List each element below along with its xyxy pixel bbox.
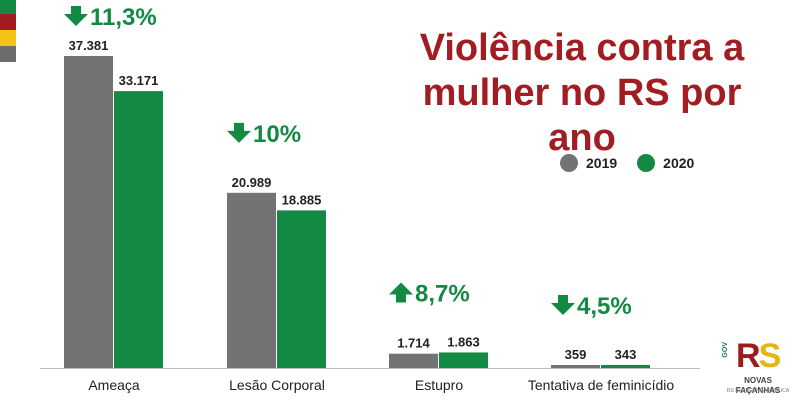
category-label-1: Lesão Corporal — [229, 377, 325, 393]
legend-label-2020: 2020 — [663, 155, 695, 171]
data-label-2019-1: 20.989 — [232, 175, 272, 190]
arrow-down-icon-1 — [227, 122, 251, 143]
flag-stripe-yellow — [0, 30, 16, 46]
data-label-2019-3: 359 — [565, 347, 587, 362]
bar-2020-1 — [277, 210, 326, 368]
data-label-2020-1: 18.885 — [282, 192, 322, 207]
logo-subtitle-small: RS SEGURANÇA PÚBLICA — [726, 388, 790, 394]
legend: 2019 2020 — [560, 154, 714, 172]
change-label-0: 11,3% — [90, 4, 157, 31]
legend-swatch-2020 — [637, 154, 656, 172]
bar-2020-3 — [601, 365, 650, 368]
flag-stripe-gray — [0, 46, 16, 62]
flag-stripe-green — [0, 0, 16, 14]
data-label-2019-2: 1.714 — [397, 336, 430, 351]
bar-2019-0 — [64, 56, 113, 368]
category-label-3: Tentativa de feminicídio — [528, 377, 675, 393]
legend-item-2019: 2019 — [560, 154, 617, 172]
category-label-0: Ameaça — [88, 377, 140, 393]
bar-2019-2 — [389, 353, 438, 368]
data-label-2020-2: 1.863 — [447, 334, 480, 349]
logo-gov-text: GOV — [722, 342, 729, 358]
data-label-2019-0: 37.381 — [69, 38, 109, 53]
legend-item-2020: 2020 — [637, 154, 694, 172]
legend-swatch-2019 — [560, 154, 578, 172]
arrow-down-icon-0 — [64, 6, 88, 26]
logo-subtitle: NOVAS FAÇANHAS — [735, 376, 781, 395]
logo-s: S — [758, 337, 782, 375]
logo-r: R — [736, 337, 761, 375]
change-label-1: 10% — [253, 121, 301, 148]
rs-government-logo: GOV RS NOVAS FAÇANHAS RS SEGURANÇA PÚBLI… — [722, 336, 794, 406]
category-label-2: Estupro — [415, 377, 463, 393]
change-label-3: 4,5% — [577, 293, 632, 320]
legend-label-2019: 2019 — [586, 155, 618, 171]
logo-rs-text: RS — [736, 336, 782, 376]
flag-stripe-red — [0, 14, 16, 30]
arrow-down-icon-3 — [551, 295, 575, 315]
chart-title: Violência contra a mulher no RS por ano — [419, 27, 745, 159]
change-label-2: 8,7% — [415, 280, 470, 307]
bar-2019-1 — [227, 192, 276, 368]
arrow-up-icon-2 — [389, 282, 413, 303]
data-label-2020-0: 33.171 — [119, 73, 159, 88]
bar-2019-3 — [551, 365, 600, 368]
data-label-2020-3: 343 — [615, 347, 637, 362]
bar-2020-2 — [439, 352, 488, 368]
bar-2020-0 — [114, 91, 163, 369]
